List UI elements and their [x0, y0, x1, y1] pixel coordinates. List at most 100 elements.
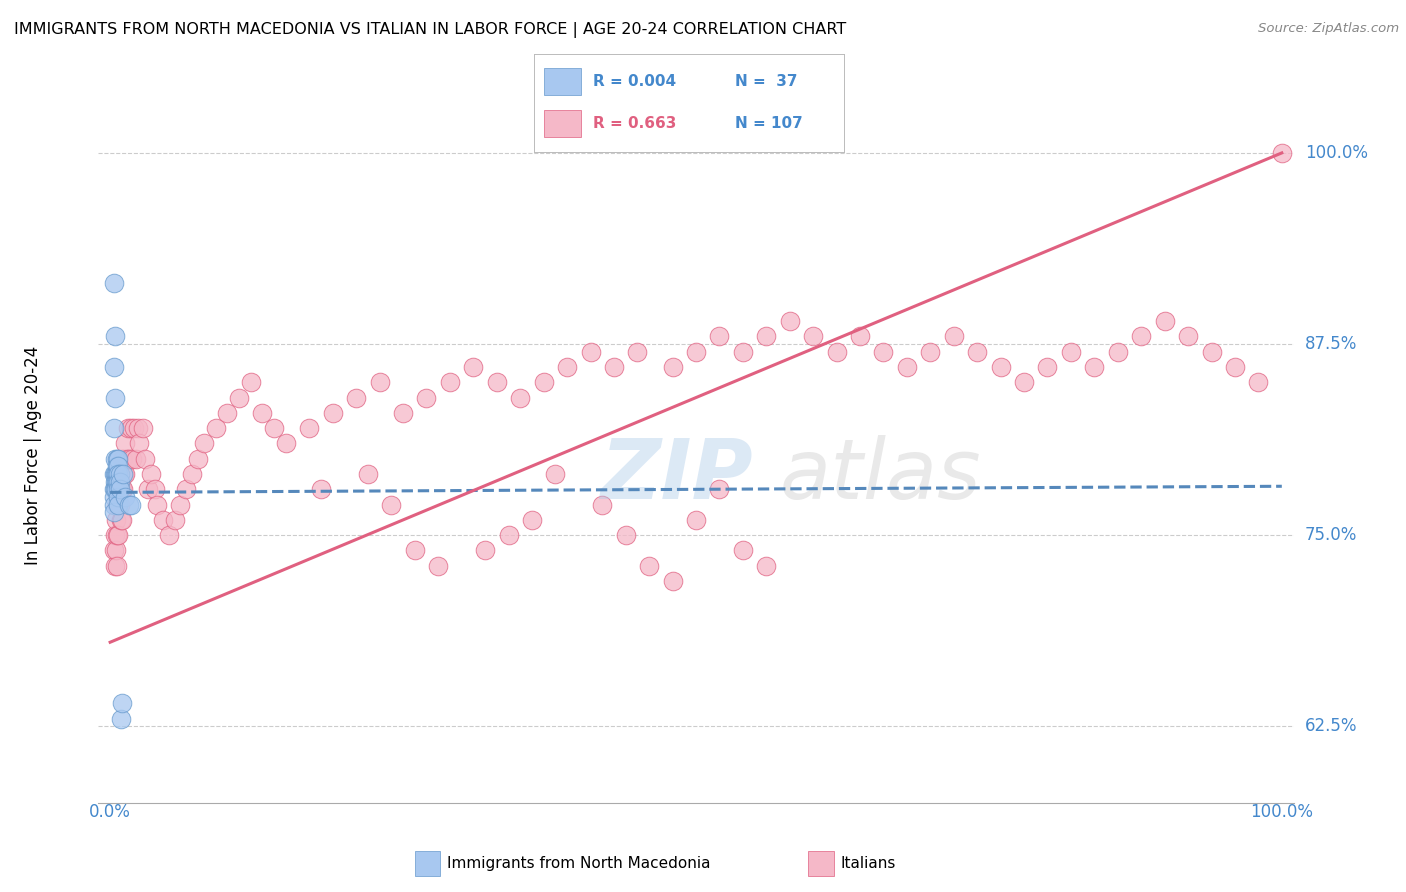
Point — [143, 483, 166, 497]
Point — [104, 483, 127, 497]
Point — [263, 421, 285, 435]
Point — [474, 543, 496, 558]
Point — [274, 436, 297, 450]
Point — [204, 421, 226, 435]
Point — [103, 498, 125, 512]
Point — [555, 359, 578, 374]
Point — [104, 391, 127, 405]
Point — [112, 483, 135, 497]
FancyBboxPatch shape — [544, 110, 581, 137]
Point — [105, 543, 128, 558]
Point — [1177, 329, 1199, 343]
Point — [104, 329, 127, 343]
Point — [103, 505, 125, 519]
Text: Italians: Italians — [841, 856, 896, 871]
Point — [872, 344, 894, 359]
Point — [112, 467, 135, 481]
Point — [103, 543, 125, 558]
Point — [114, 436, 136, 450]
Point — [103, 421, 125, 435]
Point — [404, 543, 426, 558]
Point — [152, 513, 174, 527]
Point — [108, 475, 131, 489]
Point — [193, 436, 215, 450]
Point — [128, 436, 150, 450]
Point — [114, 467, 136, 481]
Point — [709, 483, 731, 497]
Point — [990, 359, 1012, 374]
Point — [544, 467, 567, 481]
Point — [942, 329, 965, 343]
Text: atlas: atlas — [779, 435, 981, 516]
Point — [110, 712, 132, 726]
Point — [1201, 344, 1223, 359]
Point — [849, 329, 872, 343]
Point — [111, 513, 134, 527]
Point — [111, 451, 134, 466]
Text: 75.0%: 75.0% — [1305, 526, 1357, 544]
Text: N = 107: N = 107 — [735, 116, 803, 131]
Point — [104, 528, 127, 542]
Point — [105, 558, 128, 573]
Point — [1247, 376, 1270, 390]
Point — [105, 467, 128, 481]
Point — [110, 483, 132, 497]
Point — [509, 391, 531, 405]
Point — [966, 344, 988, 359]
Point — [169, 498, 191, 512]
Point — [309, 483, 332, 497]
Point — [105, 459, 128, 474]
Text: 100.0%: 100.0% — [1305, 144, 1368, 162]
Point — [520, 513, 543, 527]
Point — [1083, 359, 1105, 374]
Point — [118, 451, 141, 466]
Point — [187, 451, 209, 466]
Point — [1130, 329, 1153, 343]
Point — [614, 528, 637, 542]
Point — [104, 558, 127, 573]
Point — [755, 558, 778, 573]
Point — [117, 421, 139, 435]
Point — [896, 359, 918, 374]
Point — [463, 359, 485, 374]
Point — [357, 467, 380, 481]
Point — [591, 498, 613, 512]
Point — [107, 498, 129, 512]
Point — [107, 483, 129, 497]
Point — [146, 498, 169, 512]
Point — [136, 483, 159, 497]
Point — [685, 513, 707, 527]
Point — [920, 344, 942, 359]
Point — [112, 451, 135, 466]
Point — [439, 376, 461, 390]
Point — [103, 276, 125, 290]
Point — [107, 467, 129, 481]
Point — [661, 359, 683, 374]
Point — [110, 513, 132, 527]
Point — [427, 558, 450, 573]
Point — [638, 558, 661, 573]
Point — [120, 421, 142, 435]
Point — [103, 483, 125, 497]
Point — [626, 344, 648, 359]
Text: R = 0.663: R = 0.663 — [593, 116, 676, 131]
Point — [825, 344, 848, 359]
Point — [107, 528, 129, 542]
Point — [104, 451, 127, 466]
Point — [111, 483, 134, 497]
Point — [103, 490, 125, 504]
FancyBboxPatch shape — [544, 69, 581, 95]
Point — [121, 451, 143, 466]
Point — [755, 329, 778, 343]
Point — [107, 451, 129, 466]
Point — [181, 467, 204, 481]
Point — [485, 376, 508, 390]
Point — [141, 467, 163, 481]
Point — [579, 344, 602, 359]
Point — [105, 451, 128, 466]
Point — [533, 376, 555, 390]
Point — [801, 329, 824, 343]
Point — [132, 421, 155, 435]
Point — [122, 421, 145, 435]
Point — [125, 451, 148, 466]
